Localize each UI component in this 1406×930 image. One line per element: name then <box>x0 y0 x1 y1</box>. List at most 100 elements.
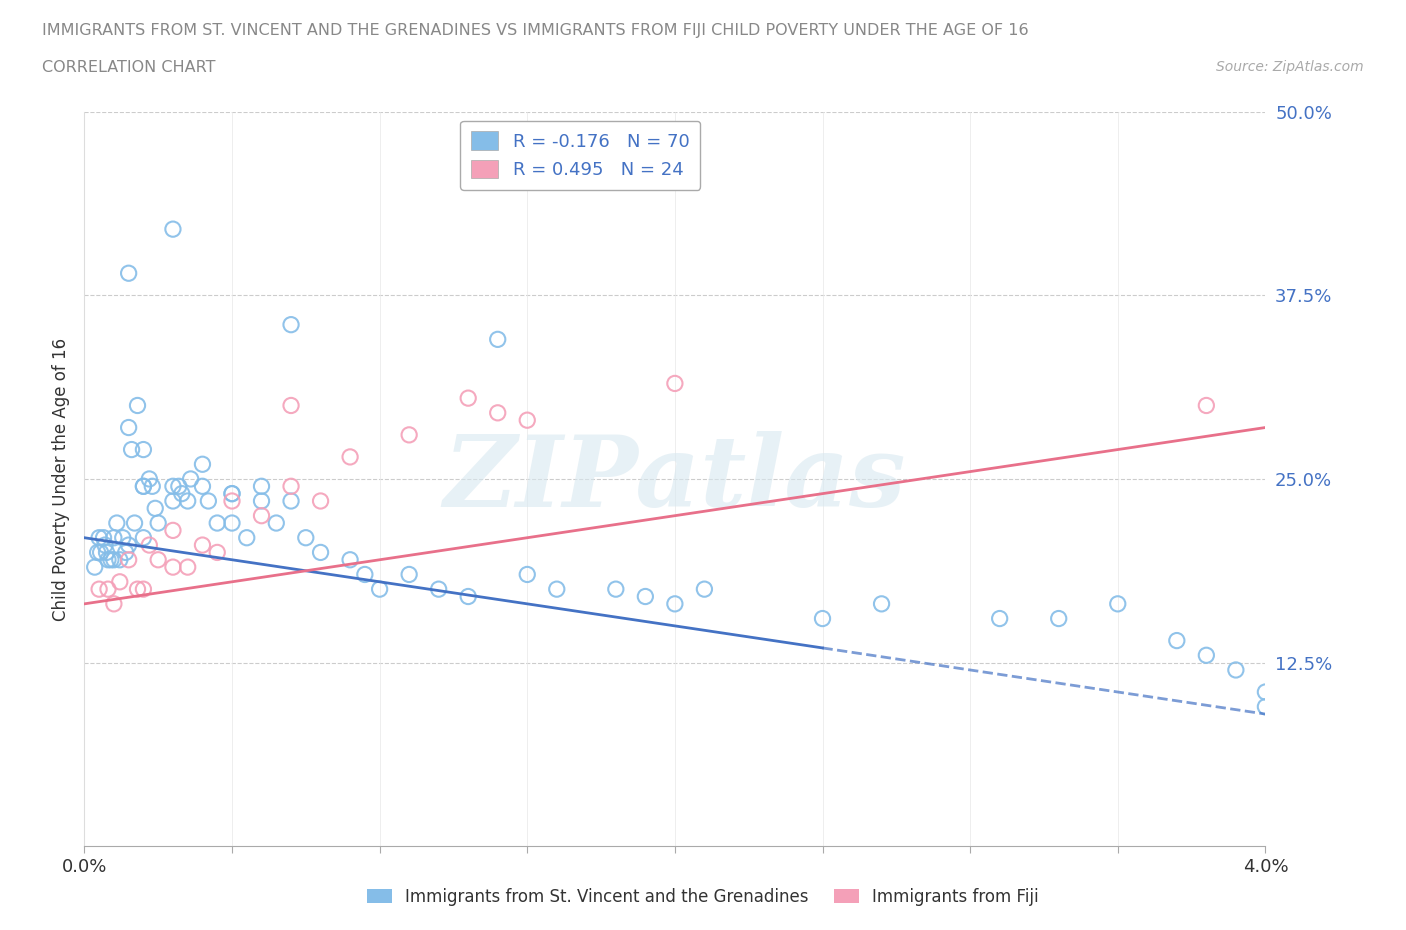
Point <box>191 479 214 494</box>
Point <box>162 221 184 236</box>
Point <box>1047 611 1070 626</box>
Point <box>1195 398 1218 413</box>
Point <box>118 552 141 567</box>
Point <box>162 560 184 575</box>
Point <box>148 552 170 567</box>
Point <box>127 398 149 413</box>
Point <box>197 494 219 509</box>
Point <box>693 582 716 597</box>
Point <box>132 442 155 457</box>
Point <box>457 391 479 405</box>
Legend: R = -0.176   N = 70, R = 0.495   N = 24: R = -0.176 N = 70, R = 0.495 N = 24 <box>460 121 700 190</box>
Point <box>280 317 302 332</box>
Point <box>108 552 131 567</box>
Point <box>280 494 302 509</box>
Point <box>108 575 131 590</box>
Point <box>94 538 117 552</box>
Point <box>96 545 118 560</box>
Point <box>221 494 243 509</box>
Point <box>97 552 120 567</box>
Point <box>132 479 155 494</box>
Point <box>250 508 273 523</box>
Point <box>177 560 200 575</box>
Y-axis label: Child Poverty Under the Age of 16: Child Poverty Under the Age of 16 <box>52 338 70 620</box>
Point <box>132 582 155 597</box>
Point <box>127 582 149 597</box>
Point <box>250 479 273 494</box>
Point <box>103 596 125 611</box>
Point <box>280 479 302 494</box>
Point <box>546 582 568 597</box>
Point <box>114 545 136 560</box>
Point <box>264 515 288 530</box>
Point <box>339 449 361 464</box>
Point <box>191 457 214 472</box>
Point <box>811 611 834 626</box>
Point <box>207 515 229 530</box>
Point <box>167 479 190 494</box>
Point <box>368 582 391 597</box>
Point <box>170 486 193 501</box>
Point <box>1166 633 1188 648</box>
Point <box>86 545 108 560</box>
Point <box>105 515 128 530</box>
Point <box>664 596 686 611</box>
Point <box>118 266 141 281</box>
Point <box>427 582 450 597</box>
Point <box>83 560 105 575</box>
Point <box>87 582 111 597</box>
Point <box>180 472 202 486</box>
Point <box>988 611 1011 626</box>
Point <box>1254 699 1277 714</box>
Text: CORRELATION CHART: CORRELATION CHART <box>42 60 215 75</box>
Point <box>870 596 893 611</box>
Point <box>280 398 302 413</box>
Point <box>103 552 125 567</box>
Point <box>516 567 538 582</box>
Point <box>207 545 229 560</box>
Point <box>138 538 160 552</box>
Point <box>103 530 125 545</box>
Point <box>339 552 361 567</box>
Point <box>486 405 509 420</box>
Point <box>1225 662 1247 677</box>
Text: Source: ZipAtlas.com: Source: ZipAtlas.com <box>1216 60 1364 74</box>
Point <box>138 472 160 486</box>
Point <box>118 538 141 552</box>
Point <box>309 494 332 509</box>
Point <box>132 479 155 494</box>
Point <box>162 494 184 509</box>
Point <box>250 494 273 509</box>
Point <box>634 589 657 604</box>
Point <box>148 515 170 530</box>
Text: ZIPatlas: ZIPatlas <box>444 431 905 527</box>
Point <box>111 530 134 545</box>
Point <box>100 552 122 567</box>
Point <box>221 515 243 530</box>
Point <box>398 567 420 582</box>
Point <box>486 332 509 347</box>
Point <box>309 545 332 560</box>
Point <box>1254 684 1277 699</box>
Point <box>235 530 259 545</box>
Point <box>191 538 214 552</box>
Point <box>90 545 112 560</box>
Point <box>1107 596 1129 611</box>
Point <box>664 376 686 391</box>
Point <box>221 486 243 501</box>
Point <box>162 479 184 494</box>
Point <box>143 501 166 516</box>
Point <box>118 420 141 435</box>
Point <box>93 530 115 545</box>
Point <box>457 589 479 604</box>
Point <box>141 479 163 494</box>
Legend: Immigrants from St. Vincent and the Grenadines, Immigrants from Fiji: Immigrants from St. Vincent and the Gren… <box>360 881 1046 912</box>
Point <box>132 530 155 545</box>
Point <box>516 413 538 428</box>
Point <box>295 530 318 545</box>
Point <box>97 582 120 597</box>
Point <box>221 486 243 501</box>
Text: IMMIGRANTS FROM ST. VINCENT AND THE GRENADINES VS IMMIGRANTS FROM FIJI CHILD POV: IMMIGRANTS FROM ST. VINCENT AND THE GREN… <box>42 23 1029 38</box>
Point <box>121 442 143 457</box>
Point <box>398 428 420 443</box>
